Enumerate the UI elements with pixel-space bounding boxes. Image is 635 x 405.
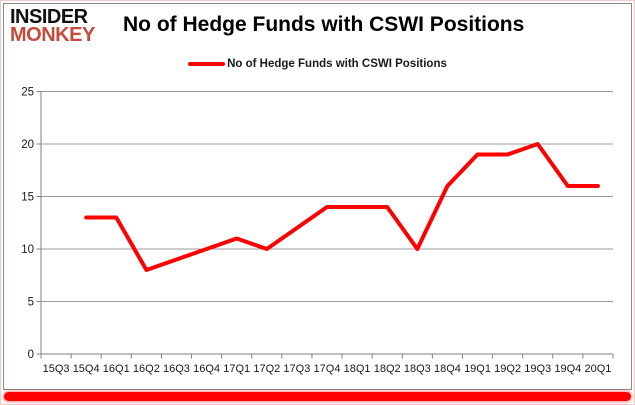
legend: No of Hedge Funds with CSWI Positions bbox=[1, 58, 634, 70]
x-tick-label: 18Q4 bbox=[434, 363, 461, 375]
x-tick-label: 15Q3 bbox=[43, 363, 70, 375]
y-tick-label: 5 bbox=[28, 297, 34, 309]
x-tick-label: 16Q4 bbox=[193, 363, 220, 375]
red-bottom-bar bbox=[4, 392, 631, 401]
x-tick-label: 19Q4 bbox=[554, 363, 581, 375]
x-tick-label: 16Q2 bbox=[133, 363, 160, 375]
insider-monkey-logo: INSIDER MONKEY bbox=[10, 6, 95, 47]
x-tick-label: 19Q1 bbox=[464, 363, 491, 375]
logo-text-insider: INSIDER bbox=[10, 6, 88, 28]
x-tick-label: 18Q3 bbox=[404, 363, 431, 375]
x-tick-label: 15Q4 bbox=[73, 363, 100, 375]
x-tick-label: 18Q2 bbox=[374, 363, 401, 375]
logo-text-monkey: MONKEY bbox=[10, 24, 95, 47]
x-tick-label: 16Q3 bbox=[163, 363, 190, 375]
series-line bbox=[84, 142, 600, 272]
x-tick-label: 19Q2 bbox=[494, 363, 521, 375]
x-tick-label: 17Q4 bbox=[314, 363, 341, 375]
x-tick-label: 16Q1 bbox=[103, 363, 130, 375]
x-tick-label: 17Q2 bbox=[253, 363, 280, 375]
x-tick-label: 17Q3 bbox=[283, 363, 310, 375]
y-tick-label: 15 bbox=[21, 192, 34, 204]
y-tick-label: 20 bbox=[21, 139, 34, 151]
x-tick-label: 18Q1 bbox=[344, 363, 371, 375]
x-tick-label: 20Q1 bbox=[584, 363, 611, 375]
legend-label: No of Hedge Funds with CSWI Positions bbox=[227, 58, 447, 70]
x-tick-label: 17Q1 bbox=[223, 363, 250, 375]
legend-line-swatch bbox=[188, 62, 226, 66]
y-tick-label: 10 bbox=[21, 244, 34, 256]
y-tick-label: 25 bbox=[21, 87, 34, 99]
chart-title: No of Hedge Funds with CSWI Positions bbox=[123, 13, 525, 36]
x-tick-label: 19Q3 bbox=[524, 363, 551, 375]
y-tick-label: 0 bbox=[28, 349, 34, 361]
